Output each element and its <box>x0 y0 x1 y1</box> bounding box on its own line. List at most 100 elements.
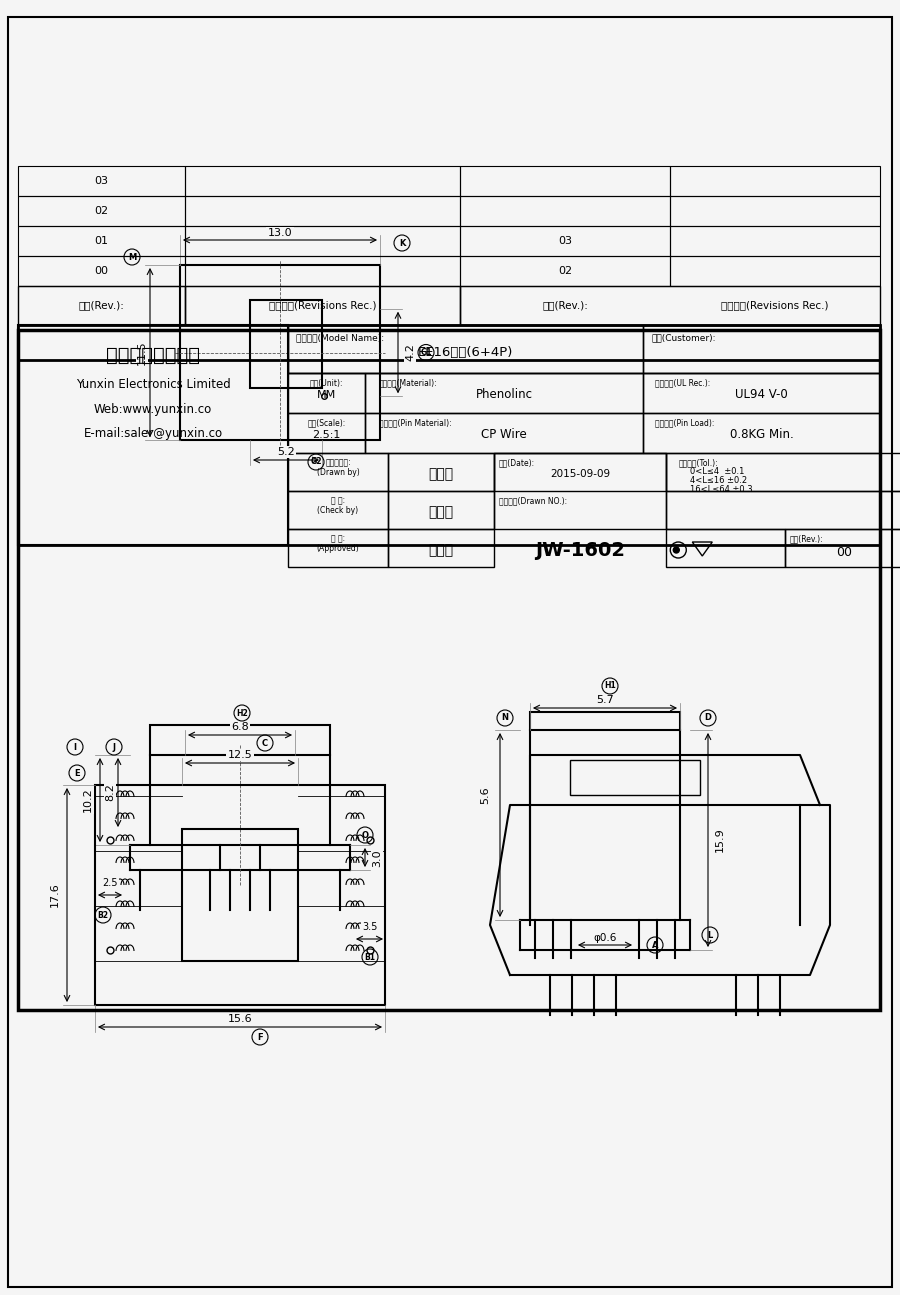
Text: 03: 03 <box>94 176 109 186</box>
Bar <box>18 227 185 256</box>
Text: 0.8KG Min.: 0.8KG Min. <box>730 429 794 442</box>
Text: 防火等级(UL Rec.):: 防火等级(UL Rec.): <box>655 378 710 387</box>
Bar <box>18 286 185 325</box>
Text: A: A <box>652 940 658 949</box>
Text: 刘水强: 刘水强 <box>428 467 454 480</box>
Text: 核 准:
(Approved): 核 准: (Approved) <box>317 534 359 553</box>
Bar <box>388 453 494 491</box>
Bar <box>460 196 670 227</box>
Text: N: N <box>501 714 508 723</box>
Text: M: M <box>128 253 136 262</box>
Bar <box>288 413 365 453</box>
Text: 02: 02 <box>558 265 572 276</box>
Text: 针脚拉力(Pin Load):: 针脚拉力(Pin Load): <box>655 418 715 427</box>
Text: H2: H2 <box>236 708 248 717</box>
Bar <box>670 227 880 256</box>
Text: Yunxin Electronics Limited: Yunxin Electronics Limited <box>76 378 230 391</box>
Text: 02: 02 <box>94 206 109 216</box>
Text: 产品编号(Drawn NO.):: 产品编号(Drawn NO.): <box>499 496 567 505</box>
Text: 针脚材质(Pin Material):: 针脚材质(Pin Material): <box>379 418 452 427</box>
Bar <box>460 166 670 196</box>
Text: 校 对:
(Check by): 校 对: (Check by) <box>318 496 358 515</box>
Text: L: L <box>707 931 713 939</box>
Text: 15.9: 15.9 <box>715 828 725 852</box>
Bar <box>18 166 185 196</box>
Text: 8.2: 8.2 <box>105 783 115 800</box>
Bar <box>288 453 388 491</box>
Text: 2.5:1: 2.5:1 <box>312 430 341 440</box>
Bar <box>666 528 785 567</box>
Bar <box>185 256 460 286</box>
Text: 01: 01 <box>94 236 109 246</box>
Bar <box>460 227 670 256</box>
Bar <box>185 286 460 325</box>
Text: O: O <box>362 830 368 839</box>
Text: φ0.6: φ0.6 <box>593 932 616 943</box>
Text: 张生坤: 张生坤 <box>428 543 454 557</box>
Text: B2: B2 <box>97 910 109 919</box>
Bar <box>785 528 900 567</box>
Bar <box>288 373 365 413</box>
Bar <box>288 491 388 528</box>
Bar <box>288 325 644 373</box>
Text: E: E <box>74 768 80 777</box>
Bar <box>365 373 644 413</box>
Text: I: I <box>74 742 76 751</box>
Text: CP Wire: CP Wire <box>482 429 527 442</box>
Text: J: J <box>112 742 115 751</box>
Bar <box>182 829 298 961</box>
Bar <box>18 325 288 545</box>
Text: 规格描述(Model Name):: 规格描述(Model Name): <box>296 333 384 342</box>
Bar <box>185 196 460 227</box>
Text: 4.2: 4.2 <box>405 343 415 361</box>
Text: 3.0: 3.0 <box>372 850 382 866</box>
Text: 日期(Date):: 日期(Date): <box>499 458 535 467</box>
Bar <box>644 413 880 453</box>
Text: Phenolinc: Phenolinc <box>475 388 533 401</box>
Bar <box>388 491 494 528</box>
Bar <box>460 256 670 286</box>
Text: 00: 00 <box>94 265 109 276</box>
Bar <box>185 227 460 256</box>
Text: 客户(Customer):: 客户(Customer): <box>652 333 716 342</box>
Text: 2015-09-09: 2015-09-09 <box>550 469 610 479</box>
Bar <box>18 360 880 1010</box>
Text: H1: H1 <box>604 681 616 690</box>
Text: Web:www.yunxin.co: Web:www.yunxin.co <box>94 404 212 417</box>
Text: 00: 00 <box>836 545 852 558</box>
Text: UL94 V-0: UL94 V-0 <box>735 388 788 401</box>
Text: 单位(Unit):: 单位(Unit): <box>310 378 343 387</box>
Bar <box>250 300 322 387</box>
Text: F: F <box>257 1032 263 1041</box>
Text: 5.2: 5.2 <box>277 447 295 457</box>
Bar <box>530 712 680 730</box>
Bar <box>95 785 385 1005</box>
Bar <box>18 330 880 1010</box>
Text: 13.0: 13.0 <box>267 228 293 238</box>
Bar <box>570 760 700 795</box>
Bar <box>180 265 380 440</box>
Bar <box>365 413 644 453</box>
Bar <box>460 286 880 325</box>
Text: 韦景川: 韦景川 <box>428 505 454 519</box>
Bar <box>670 166 880 196</box>
Bar <box>18 325 880 545</box>
Bar <box>288 325 880 373</box>
Text: 一般公差(Tol.):: 一般公差(Tol.): <box>678 458 718 467</box>
Text: 3.5: 3.5 <box>363 922 378 932</box>
Bar <box>18 196 185 227</box>
Text: 10.2: 10.2 <box>83 787 93 812</box>
Text: C: C <box>262 738 268 747</box>
Bar <box>185 166 460 196</box>
Text: 修改记录(Revisions Rec.): 修改记录(Revisions Rec.) <box>269 300 376 311</box>
Text: 11.5: 11.5 <box>137 341 147 365</box>
Text: 版本(Rev.):: 版本(Rev.): <box>78 300 124 311</box>
Bar <box>288 528 388 567</box>
Text: 17.6: 17.6 <box>50 883 60 908</box>
Bar <box>666 491 900 528</box>
Bar <box>670 256 880 286</box>
Text: 版本(Rev.):: 版本(Rev.): <box>789 534 824 543</box>
Text: 本体材质(Material):: 本体材质(Material): <box>379 378 437 387</box>
Text: 0<L≤4  ±0.1: 0<L≤4 ±0.1 <box>690 467 744 477</box>
Text: JW-1602: JW-1602 <box>535 540 625 559</box>
